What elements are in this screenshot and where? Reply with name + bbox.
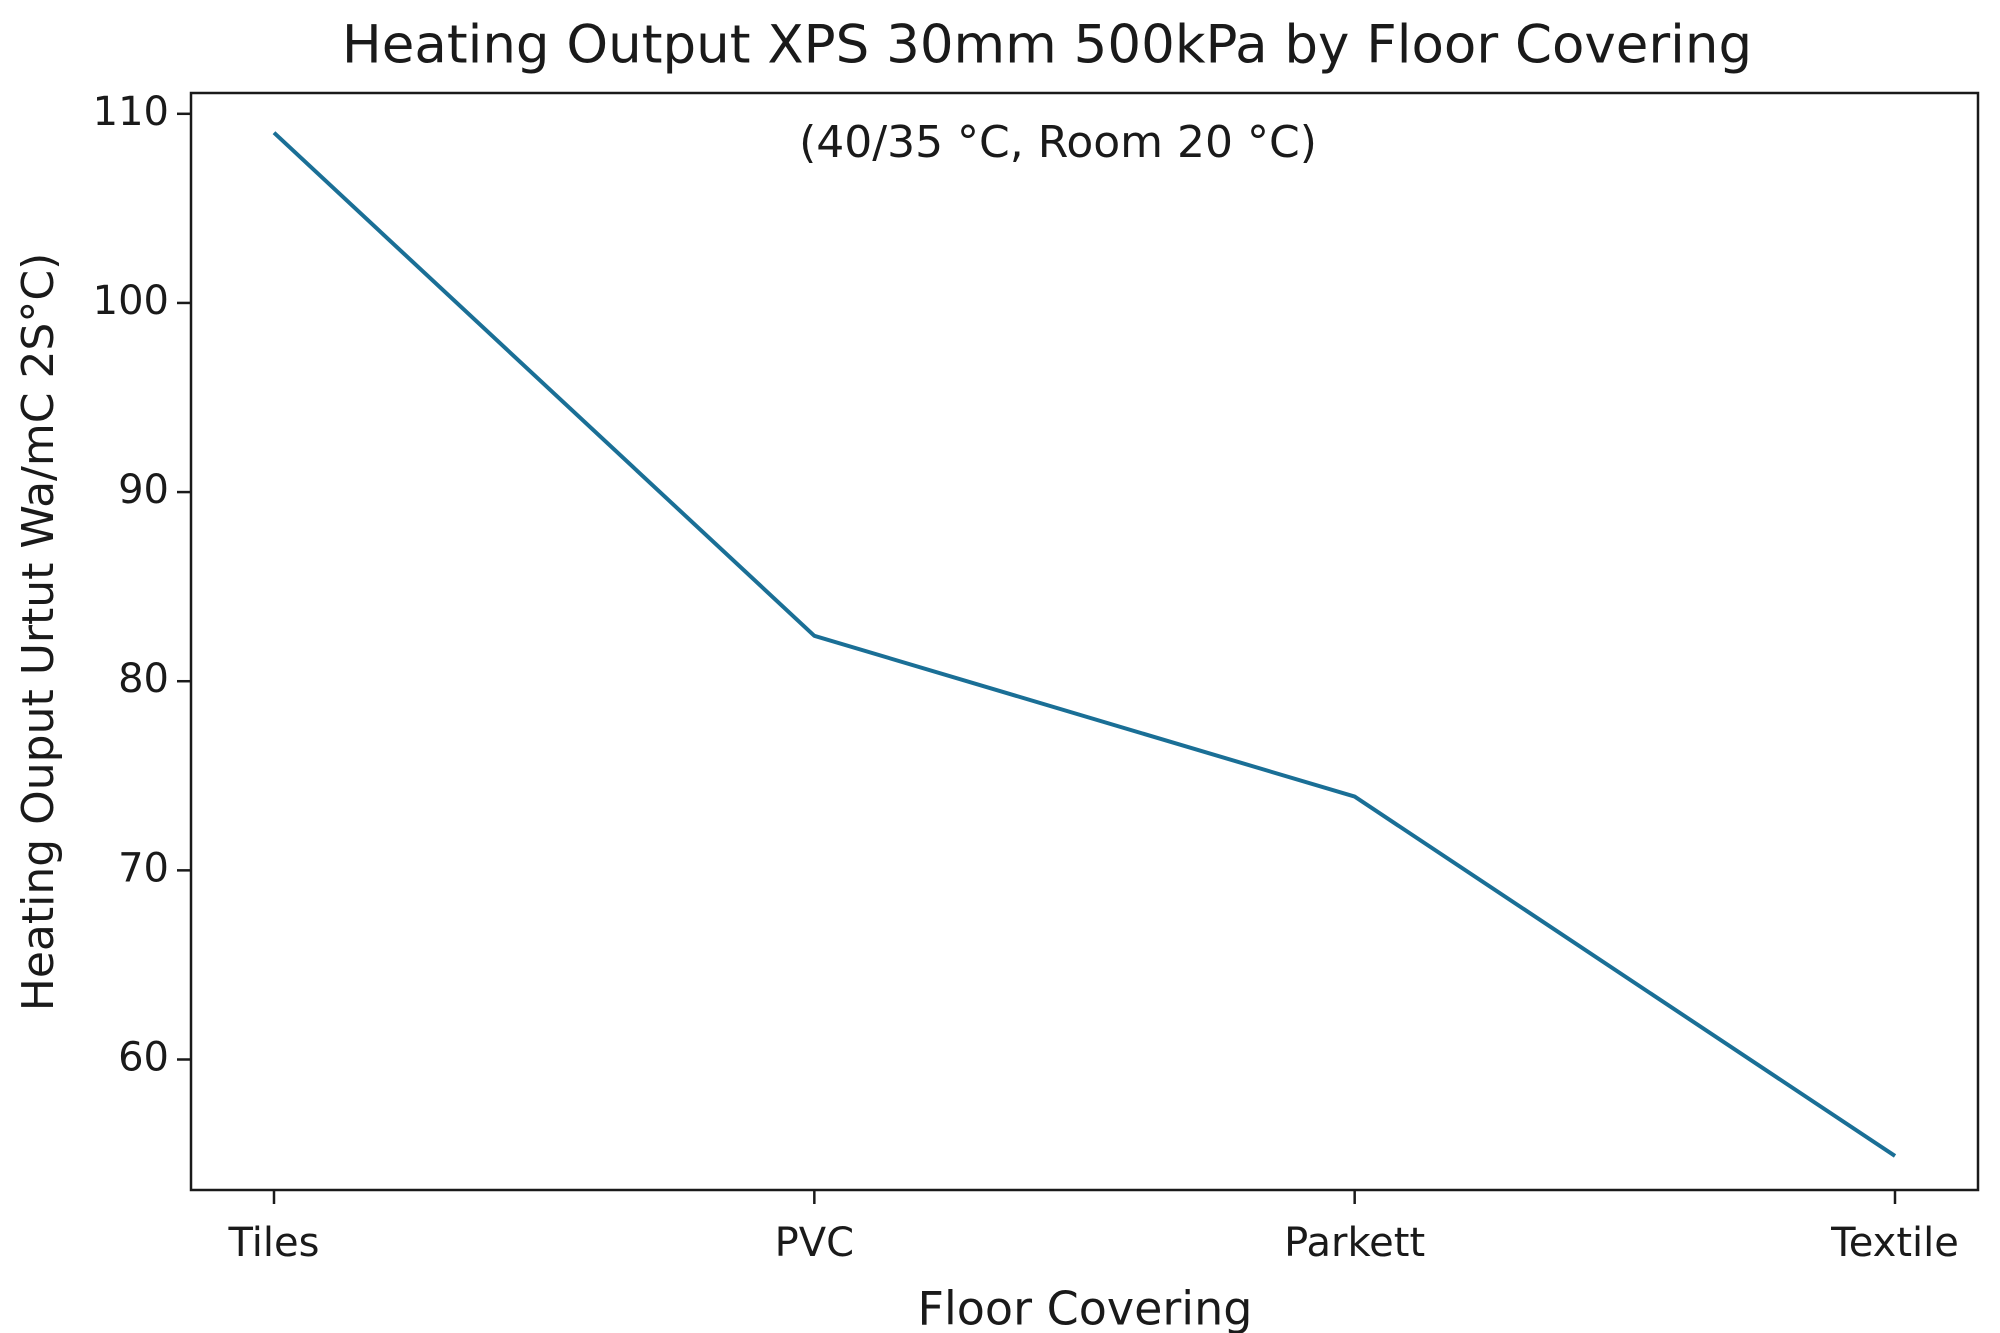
line-series: [272, 131, 1897, 1158]
x-axis-label: Floor Covering: [918, 1282, 1253, 1333]
plot-frame: [189, 91, 1980, 1192]
chart-subtitle: (40/35 °C, Room 20 °C): [799, 117, 1317, 168]
y-tick-label: 80: [118, 656, 169, 702]
x-tick-label: Textile: [1830, 1220, 1959, 1266]
y-tick-label: 70: [118, 845, 169, 891]
chart-title: Heating Output XPS 30mm 500kPa by Floor …: [342, 15, 1752, 76]
y-tick-label: 100: [93, 278, 169, 324]
y-tick-label: 60: [118, 1034, 169, 1080]
y-tick-label: 90: [118, 467, 169, 513]
x-tick-label: PVC: [775, 1220, 854, 1266]
y-axis-label: Heating Ouput Urtut Wa/mC 2S°C): [13, 253, 64, 1012]
x-tick-label: Parkett: [1284, 1220, 1425, 1266]
y-tick-label: 110: [93, 89, 169, 135]
x-tick-label: Tiles: [228, 1220, 320, 1266]
